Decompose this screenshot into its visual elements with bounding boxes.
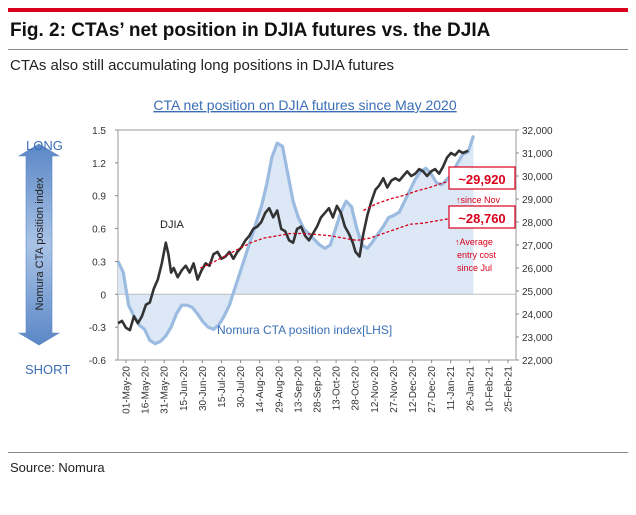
- right-tick-label-7: 25,000: [522, 287, 553, 298]
- x-tick-label-14: 27-Nov-20: [389, 366, 400, 413]
- x-tick-label-18: 26-Jan-21: [465, 366, 476, 411]
- x-tick-label-10: 28-Sep-20: [313, 366, 324, 413]
- x-tick-label-3: 15-Jun-20: [179, 366, 190, 411]
- x-tick-label-0: 01-May-20: [122, 366, 133, 414]
- x-tick-label-12: 28-Oct-20: [351, 366, 362, 411]
- left-tick-label-2: 0.9: [92, 192, 106, 203]
- left-axis-label: Nomura CTA position index: [34, 177, 46, 311]
- left-tick-label-3: 0.6: [92, 225, 106, 236]
- callout-nov-box: [448, 166, 516, 190]
- right-tick-label-9: 23,000: [522, 333, 553, 344]
- callout-jul-note-line-2: entry cost: [457, 250, 497, 260]
- callout-jul-box: [448, 205, 516, 229]
- series-line-3: [363, 176, 470, 212]
- figure-title: Fig. 2: CTAs’ net position in DJIA futur…: [10, 20, 491, 41]
- x-tick-label-5: 15-Jul-20: [217, 366, 228, 408]
- x-tick-label-16: 27-Dec-20: [427, 366, 438, 413]
- right-tick-label-1: 31,000: [522, 149, 553, 160]
- right-tick-label-3: 29,000: [522, 195, 553, 206]
- index-series-label: Nomura CTA position index[LHS]: [217, 323, 392, 337]
- long-label: LONG: [26, 138, 63, 153]
- left-tick-layer: 1.5 1.2 0.9 0.6 0.3 0 -0.3 -0.6: [89, 126, 118, 367]
- x-tick-label-13: 12-Nov-20: [370, 366, 381, 413]
- x-tick-label-6: 30-Jul-20: [236, 366, 247, 408]
- long-short-arrow-icon: [17, 143, 61, 346]
- right-tick-label-2: 30,000: [522, 172, 553, 183]
- x-tick-label-11: 13-Oct-20: [332, 366, 343, 411]
- callout-jul-note-line-1: ↑Average: [455, 237, 493, 247]
- x-tick-label-20: 25-Feb-21: [504, 366, 515, 413]
- bottom-divider: [8, 452, 628, 453]
- callout-jul-value: ~28,760: [458, 211, 505, 226]
- callout-jul-note-line-3: since Jul: [457, 263, 492, 273]
- chart-svg: CTA net position on DJIA futures since M…: [17, 97, 553, 414]
- x-tick-label-2: 31-May-20: [160, 366, 171, 414]
- left-tick-label-0: 1.5: [92, 126, 106, 137]
- callout-nov-value: ~29,920: [458, 172, 505, 187]
- x-tick-layer: 01-May-20 16-May-20 31-May-20 15-Jun-20 30-J…: [122, 360, 515, 414]
- x-tick-label-8: 29-Aug-20: [274, 366, 285, 413]
- x-tick-label-19: 10-Feb-21: [484, 366, 495, 413]
- left-tick-label-4: 0.3: [92, 257, 106, 268]
- chart-container: CTA net position on DJIA futures since M…: [8, 92, 628, 452]
- series-layer: [116, 135, 476, 346]
- x-tick-label-4: 30-Jun-20: [198, 366, 209, 411]
- series-line-1: [117, 149, 469, 332]
- figure-subtitle: CTAs also still accumulating long positi…: [10, 57, 395, 74]
- left-tick-label-7: -0.6: [89, 356, 107, 367]
- chart-title: CTA net position on DJIA futures since M…: [153, 97, 456, 113]
- short-label: SHORT: [25, 362, 70, 377]
- right-tick-label-10: 22,000: [522, 356, 553, 367]
- callout-nov-note: ↑since Nov: [456, 195, 501, 205]
- x-tick-label-1: 16-May-20: [141, 366, 152, 414]
- right-tick-label-5: 27,000: [522, 241, 553, 252]
- right-tick-layer: 32,000 31,000 30,000 29,000 28,000 27,000 26,0…: [516, 126, 553, 367]
- x-tick-label-9: 13-Sep-20: [293, 366, 304, 413]
- index-area-layer: [118, 135, 474, 344]
- x-tick-label-17: 11-Jan-21: [446, 366, 457, 411]
- index-area-fill: [118, 135, 474, 344]
- left-tick-label-6: -0.3: [89, 323, 107, 334]
- x-tick-label-15: 12-Dec-20: [408, 366, 419, 413]
- right-tick-label-4: 28,000: [522, 218, 553, 229]
- x-tick-label-7: 14-Aug-20: [255, 366, 266, 413]
- source-note: Source: Nomura: [10, 460, 105, 475]
- djia-series-label: DJIA: [160, 219, 185, 231]
- top-accent-rule: [8, 8, 628, 12]
- title-divider: [8, 49, 628, 50]
- right-tick-label-0: 32,000: [522, 126, 553, 137]
- series-line-0: [116, 135, 476, 346]
- left-tick-label-1: 1.2: [92, 159, 106, 170]
- left-tick-label-5: 0: [100, 290, 106, 301]
- right-tick-label-8: 24,000: [522, 310, 553, 321]
- right-tick-label-6: 26,000: [522, 264, 553, 275]
